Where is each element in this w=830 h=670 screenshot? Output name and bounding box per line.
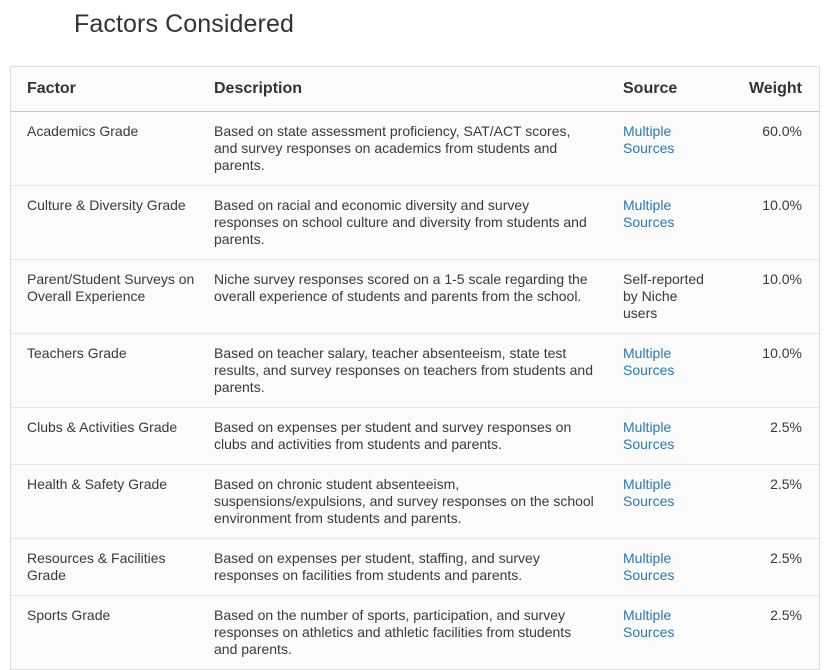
weight-cell: 2.5% bbox=[716, 538, 819, 596]
weight-cell: 2.5% bbox=[716, 407, 819, 465]
factor-cell: Health & Safety Grade bbox=[11, 464, 199, 539]
header-source: Source bbox=[612, 67, 716, 112]
factor-cell: Parent/Student Surveys on Overall Experi… bbox=[11, 259, 199, 334]
table-row: Sports Grade Based on the number of spor… bbox=[11, 596, 819, 670]
table-row: Resources & Facilities Grade Based on ex… bbox=[11, 538, 819, 596]
table-row: Culture & Diversity Grade Based on racia… bbox=[11, 185, 819, 260]
source-link[interactable]: Multiple Sources bbox=[612, 333, 716, 408]
header-row: Factor Description Source Weight bbox=[11, 67, 819, 112]
header-description: Description bbox=[199, 67, 612, 112]
table-row: Clubs & Activities Grade Based on expens… bbox=[11, 407, 819, 465]
table-row: Parent/Student Surveys on Overall Experi… bbox=[11, 259, 819, 334]
source-link[interactable]: Multiple Sources bbox=[612, 111, 716, 186]
factor-cell: Teachers Grade bbox=[11, 333, 199, 408]
source-text: Self-reported by Niche users bbox=[612, 259, 716, 334]
table-header: Factor Description Source Weight bbox=[11, 67, 819, 112]
weight-cell: 10.0% bbox=[716, 259, 819, 334]
description-cell: Niche survey responses scored on a 1-5 s… bbox=[199, 259, 612, 334]
factor-cell: Clubs & Activities Grade bbox=[11, 407, 199, 465]
source-link[interactable]: Multiple Sources bbox=[623, 607, 675, 640]
table-row: Teachers Grade Based on teacher salary, … bbox=[11, 333, 819, 408]
description-cell: Based on racial and economic diversity a… bbox=[199, 185, 612, 260]
table-row: Health & Safety Grade Based on chronic s… bbox=[11, 464, 819, 539]
description-cell: Based on expenses per student and survey… bbox=[199, 407, 612, 465]
source-link[interactable]: Multiple Sources bbox=[612, 464, 716, 539]
description-cell: Based on teacher salary, teacher absente… bbox=[199, 333, 612, 408]
factor-cell: Sports Grade bbox=[27, 607, 111, 623]
description-cell: Based on state assessment proficiency, S… bbox=[199, 111, 612, 186]
weight-cell: 2.5% bbox=[716, 464, 819, 539]
weight-cell: 10.0% bbox=[716, 185, 819, 260]
weight-cell: 10.0% bbox=[716, 333, 819, 408]
source-link[interactable]: Multiple Sources bbox=[612, 538, 716, 596]
header-factor: Factor bbox=[11, 67, 199, 112]
source-link[interactable]: Multiple Sources bbox=[612, 407, 716, 465]
table-body: Academics Grade Based on state assessmen… bbox=[11, 111, 819, 670]
factor-cell: Academics Grade bbox=[11, 111, 199, 186]
page-title: Factors Considered bbox=[74, 10, 294, 38]
factors-table-container: Factor Description Source Weight Academi… bbox=[10, 66, 820, 670]
description-cell: Based on the number of sports, participa… bbox=[214, 607, 572, 657]
weight-cell: 60.0% bbox=[716, 111, 819, 186]
description-cell: Based on chronic student absenteeism, su… bbox=[199, 464, 612, 539]
source-link[interactable]: Multiple Sources bbox=[612, 185, 716, 260]
factor-cell: Culture & Diversity Grade bbox=[11, 185, 199, 260]
factor-cell: Resources & Facilities Grade bbox=[11, 538, 199, 596]
header-weight: Weight bbox=[716, 67, 819, 112]
weight-cell: 2.5% bbox=[770, 607, 802, 623]
factors-table: Factor Description Source Weight Academi… bbox=[11, 67, 819, 669]
table-row: Academics Grade Based on state assessmen… bbox=[11, 111, 819, 186]
description-cell: Based on expenses per student, staffing,… bbox=[199, 538, 612, 596]
